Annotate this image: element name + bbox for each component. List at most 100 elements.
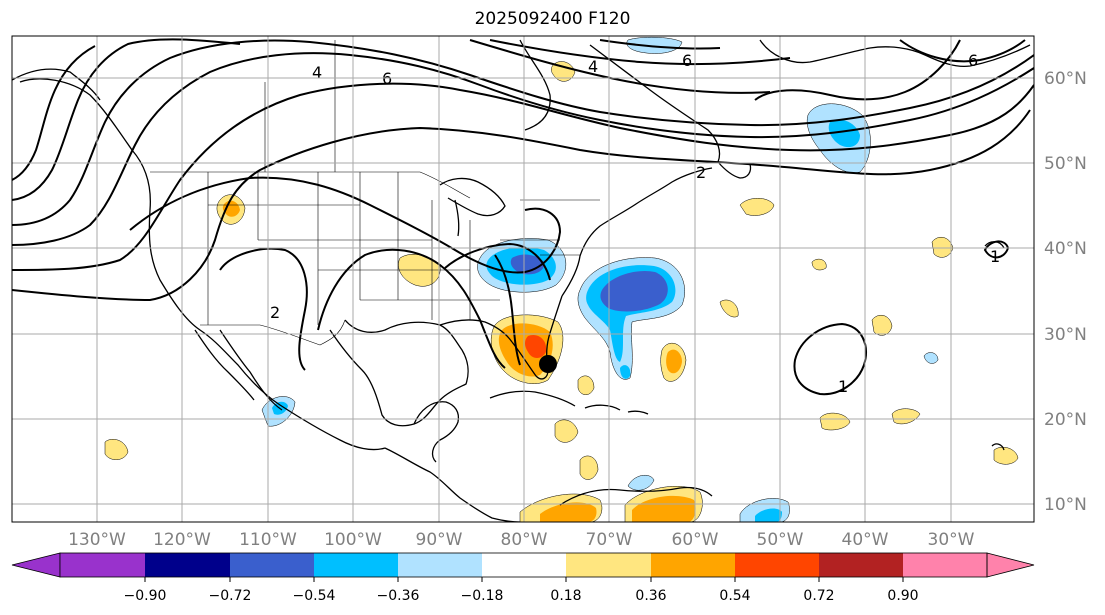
lon-label: 40°W xyxy=(842,530,889,550)
contour-label: 6 xyxy=(968,51,978,70)
warm-anomaly-florida-peak xyxy=(525,334,547,358)
lon-label: 60°W xyxy=(672,530,719,550)
contour-subtropical-5 xyxy=(494,254,521,366)
lon-label: 130°W xyxy=(68,530,126,550)
colorbar-bin xyxy=(145,553,230,577)
contour-north-4 xyxy=(12,39,1034,226)
lon-label: 90°W xyxy=(416,530,463,550)
border-us-mexico xyxy=(200,319,346,346)
warm-anomaly-s-america-2-core xyxy=(632,495,696,522)
lon-label: 70°W xyxy=(586,530,633,550)
map-frame xyxy=(11,35,1035,523)
contour-high-east xyxy=(793,322,867,396)
border-us-canada xyxy=(150,171,471,199)
warm-spot-lesser-antilles xyxy=(579,455,599,480)
contour-subtropical-1 xyxy=(129,176,562,274)
warm-spot-tropical-2 xyxy=(819,412,851,431)
colorbar-tick-label: 0.72 xyxy=(803,588,834,604)
colorbar-tick-label: 0.36 xyxy=(635,588,666,604)
contour-label: 2 xyxy=(696,163,706,182)
colorbar-bin xyxy=(314,553,398,577)
cool-anomaly-atlantic-peak xyxy=(600,270,668,312)
warm-spot-bahamas xyxy=(577,375,595,395)
coastline-east-coast xyxy=(561,167,713,297)
colorbar-bin xyxy=(482,553,566,577)
cool-spot-florida-keys xyxy=(620,365,631,379)
coastline-lake-michigan xyxy=(454,199,460,237)
colorbar-tick-label: 0.54 xyxy=(719,588,750,604)
colorbar-tick-label: −0.18 xyxy=(461,588,504,604)
coastline-baja xyxy=(194,329,255,401)
colorbar-bin xyxy=(735,553,819,577)
lon-label: 100°W xyxy=(324,530,382,550)
contour-polar-2 xyxy=(489,39,791,66)
contour-label: 2 xyxy=(270,303,280,322)
lon-label: 50°W xyxy=(757,530,804,550)
political-borders xyxy=(150,40,600,346)
warm-spot-pacific xyxy=(104,439,129,460)
cool-spot-tropical-2-core xyxy=(755,508,782,522)
coastline-cuba xyxy=(489,390,576,407)
coastline-cape-verde xyxy=(991,443,1005,451)
lon-label: 80°W xyxy=(501,530,548,550)
colorbar: −0.90 −0.72 −0.54 −0.36 −0.18 0.18 0.36 … xyxy=(11,552,1035,604)
contour-label: 1 xyxy=(990,247,1000,266)
colorbar-bin xyxy=(398,553,482,577)
contour-polar-3 xyxy=(599,39,721,50)
storm-center-marker[interactable] xyxy=(539,355,557,373)
coastline-puerto-rico xyxy=(627,410,649,415)
colorbar-bin xyxy=(819,553,903,577)
colorbar-extend-high xyxy=(986,552,1035,578)
coastline-hudson-bay xyxy=(519,39,551,131)
colorbar-extend-low xyxy=(11,552,61,578)
contour-north-2 xyxy=(12,82,1034,271)
lat-label: 10°N xyxy=(1044,495,1087,515)
warm-anomaly-s-america-1-core xyxy=(540,502,597,522)
warm-spot-mid-atlantic-3 xyxy=(719,299,739,318)
coastline-gulf xyxy=(329,319,469,427)
coastline-mexico-west xyxy=(219,329,283,411)
contour-greenland-low-2 xyxy=(899,39,1026,63)
coastline-alaska xyxy=(12,68,101,101)
colorbar-bin xyxy=(651,553,735,577)
contour-greenland-low xyxy=(754,39,961,101)
latitude-labels: 60°N 50°N 40°N 30°N 20°N 10°N xyxy=(1044,69,1087,515)
warm-spot-tropical-1-core xyxy=(666,349,682,374)
colorbar-bin xyxy=(60,553,145,577)
contour-label: 4 xyxy=(588,57,598,76)
gridlines xyxy=(12,36,1034,522)
contour-north-5 xyxy=(12,38,241,201)
contour-north-1 xyxy=(12,109,1031,302)
cool-anomaly-north xyxy=(626,37,683,54)
cool-anomaly-north-atlantic-core xyxy=(828,119,860,148)
coastline-central-america xyxy=(384,447,521,522)
longitude-labels: 130°W 120°W 110°W 100°W 90°W 80°W 70°W 6… xyxy=(68,530,975,550)
lon-label: 120°W xyxy=(153,530,211,550)
coastlines xyxy=(12,39,1031,522)
coastline-greenland xyxy=(759,39,1031,68)
coastline-south-america xyxy=(559,486,713,506)
colorbar-tick-label: −0.90 xyxy=(124,588,167,604)
lat-label: 40°N xyxy=(1044,239,1087,259)
contour-polar-1 xyxy=(469,39,771,94)
cool-anomaly-us-east-peak xyxy=(510,254,545,275)
contour-north-3 xyxy=(12,52,1034,246)
warm-spot-tropical-3 xyxy=(891,408,921,425)
colorbar-tick-label: 0.18 xyxy=(550,588,581,604)
cool-spot-east xyxy=(923,352,939,364)
contour-label: 4 xyxy=(312,63,322,82)
colorbar-bin xyxy=(566,553,651,577)
lon-label: 110°W xyxy=(239,530,297,550)
contour-subtropical-2 xyxy=(219,247,308,371)
map-panel[interactable]: 4 6 4 6 6 2 2 1 1 xyxy=(11,35,1035,523)
warm-spot-mid-atlantic-2 xyxy=(811,258,827,271)
contour-lines xyxy=(12,38,1034,396)
colorbar-tick-label: 0.90 xyxy=(887,588,918,604)
warm-spot-caribbean xyxy=(554,419,579,443)
lat-label: 20°N xyxy=(1044,410,1087,430)
contour-subtropical-3 xyxy=(317,248,506,369)
colorbar-tick-label: −0.54 xyxy=(293,588,336,604)
coastline-newfoundland xyxy=(717,161,752,179)
lon-label: 30°W xyxy=(928,530,975,550)
